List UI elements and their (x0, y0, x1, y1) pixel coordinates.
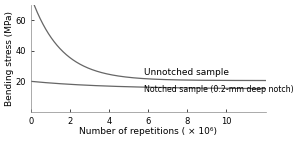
Text: Unnotched sample: Unnotched sample (144, 68, 229, 77)
Y-axis label: Bending stress (MPa): Bending stress (MPa) (5, 11, 14, 106)
X-axis label: Number of repetitions ( × 10⁶): Number of repetitions ( × 10⁶) (79, 127, 217, 136)
Text: Notched sample (0.2-mm deep notch): Notched sample (0.2-mm deep notch) (144, 85, 294, 94)
